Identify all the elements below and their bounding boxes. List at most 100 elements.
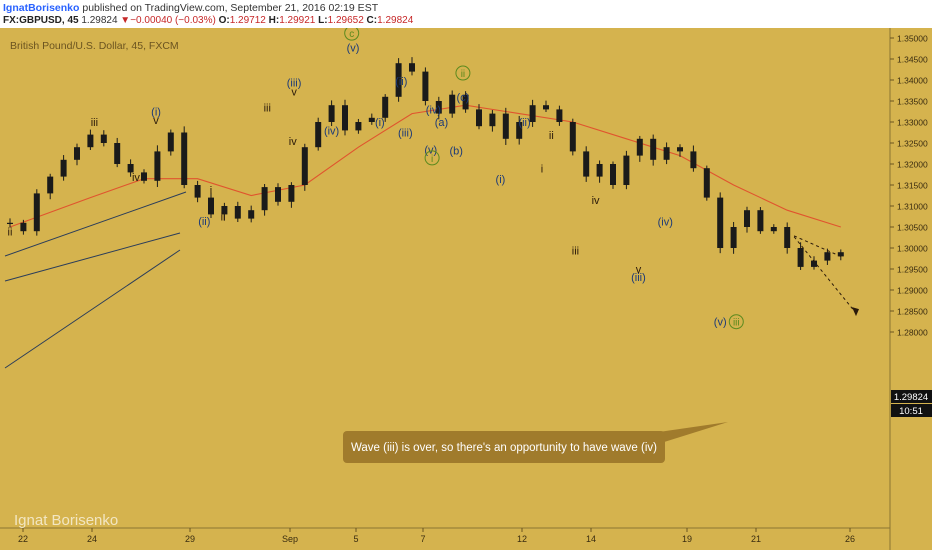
candle-body (141, 172, 147, 181)
symbol-label: FX:GBPUSD, 45 (3, 15, 79, 26)
candle-body (824, 252, 831, 261)
wave-label-circle (455, 65, 471, 81)
candle-body (663, 147, 670, 160)
y-tick-label: 1.29000 (897, 286, 928, 296)
y-tick-label: 1.35000 (897, 34, 928, 44)
wave-label: (ii) (395, 76, 407, 88)
candle-body (476, 109, 482, 127)
price-badge: 1.29824 10:51 (891, 390, 932, 417)
candle-body (234, 206, 241, 219)
y-tick-label: 1.31000 (897, 202, 928, 212)
wave-label: (iii) (398, 128, 413, 140)
price-chart[interactable]: British Pound/U.S. Dollar, 45, FXCM iiii… (0, 28, 932, 550)
chart-title: British Pound/U.S. Dollar, 45, FXCM (10, 40, 179, 52)
candle-body (677, 147, 683, 152)
y-tick-label: 1.31500 (897, 181, 928, 191)
candle-body (435, 101, 442, 114)
candle-body (208, 197, 214, 215)
author-link[interactable]: IgnatBorisenko (3, 2, 80, 14)
x-tick-label: 12 (517, 534, 527, 544)
wave-label: (v) (714, 317, 727, 329)
wave-label: (i) (496, 174, 506, 186)
trendlines (4, 191, 187, 369)
y-tick-label: 1.33500 (897, 97, 928, 107)
candle-body (261, 187, 268, 211)
candle-body (502, 113, 509, 139)
candle-body (382, 96, 389, 118)
candle-body (543, 105, 549, 110)
y-tick-label: 1.29500 (897, 265, 928, 275)
candle-body (650, 138, 657, 160)
candle-body (248, 210, 255, 219)
candle-body (462, 94, 469, 110)
wave-label-circle (344, 28, 360, 41)
candle-body (301, 147, 308, 185)
candle-body (60, 159, 67, 177)
candle-body (449, 94, 456, 114)
candle-body (636, 138, 643, 156)
wave-label: iii (264, 103, 271, 115)
candle-body (717, 197, 724, 248)
high-value: 1.29921 (279, 15, 316, 26)
wave-label: (b) (449, 145, 462, 157)
callout-box (343, 431, 665, 463)
candle-body (395, 63, 402, 97)
candle-body (47, 176, 54, 194)
y-tick-label: 1.32500 (897, 139, 928, 149)
watermark: Ignat Borisenko (14, 512, 118, 529)
candles-layer (7, 57, 844, 270)
publish-line: IgnatBorisenko published on TradingView.… (3, 2, 378, 14)
wave-label: iv (132, 172, 140, 184)
x-tick-label: 26 (845, 534, 855, 544)
x-tick-label: 24 (87, 534, 97, 544)
x-tick-label: Sep (282, 534, 298, 544)
y-tick-label: 1.32000 (897, 160, 928, 170)
candle-body (797, 248, 804, 267)
candle-body (529, 105, 536, 122)
channel-upper-line (4, 191, 187, 257)
y-tick-label: 1.28000 (897, 328, 928, 338)
candle-body (837, 252, 844, 257)
price-badge-text: 1.29824 (894, 392, 928, 403)
candle-body (33, 193, 40, 232)
x-tick-label: 19 (682, 534, 692, 544)
candle-body (342, 105, 348, 131)
candle-body (556, 109, 563, 122)
wave-label: (iii) (631, 272, 646, 284)
candle-body (569, 122, 576, 152)
wave-label: i (541, 163, 543, 175)
publish-header: IgnatBorisenko published on TradingView.… (0, 0, 932, 28)
y-tick-label: 1.34500 (897, 55, 928, 65)
candle-body (583, 151, 590, 177)
circled-wave-label: ii (461, 69, 465, 80)
open-value: 1.29712 (229, 15, 266, 26)
x-tick-label: 5 (353, 534, 358, 544)
candle-body (409, 63, 415, 72)
wave-label: v (291, 87, 297, 99)
candle-body (181, 132, 188, 185)
candle-body (20, 222, 27, 232)
close-label: C: (366, 15, 378, 26)
wave-label: iv (592, 195, 600, 207)
wave-label-circle (728, 314, 744, 330)
wave-label: (c) (457, 92, 470, 104)
time-badge-box (891, 404, 932, 417)
ohlc-line: FX:GBPUSD, 45 1.29824 ▼−0.00040 (−0.03%)… (3, 15, 413, 26)
y-tick-label: 1.33000 (897, 118, 928, 128)
time-badge-text: 10:51 (899, 406, 923, 417)
candle-body (623, 155, 630, 185)
close-value: 1.29824 (377, 15, 414, 26)
candle-body (516, 122, 523, 139)
candle-body (355, 122, 362, 131)
annotation-callout[interactable]: Wave (iii) is over, so there's an opport… (343, 422, 728, 463)
candle-body (596, 164, 603, 177)
major-wave-label: 2 (348, 28, 355, 31)
wave-label: (v) (424, 145, 437, 157)
candle-body (610, 164, 616, 185)
low-value: 1.29652 (327, 15, 364, 26)
wave-label: (ii) (518, 117, 530, 129)
wave-label: (a) (435, 117, 448, 129)
wave-label: (iv) (324, 126, 339, 138)
